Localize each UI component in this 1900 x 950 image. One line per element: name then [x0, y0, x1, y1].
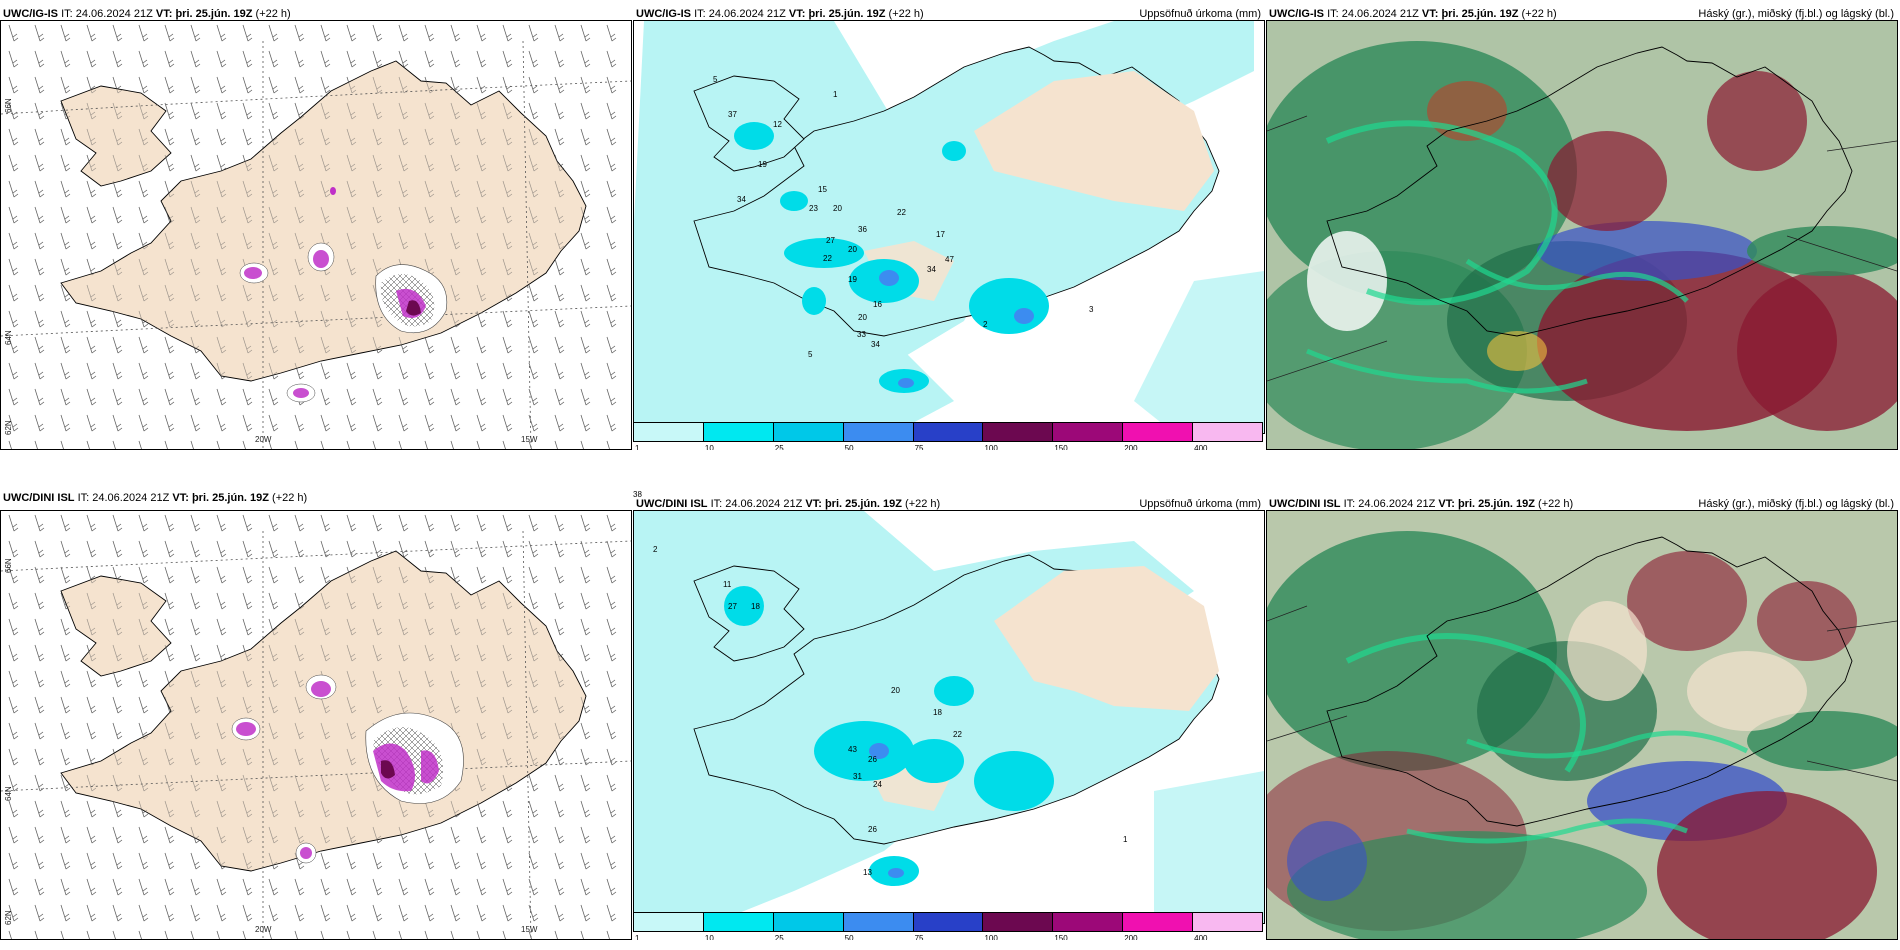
panel-title: UWC/DINI ISL IT: 24.06.2024 21Z VT: þri.…	[636, 498, 941, 510]
legend-bin: 100	[983, 913, 1054, 940]
precip-value: 37	[728, 110, 737, 119]
precip-value: 2	[983, 320, 988, 329]
legend-bin: 75	[913, 913, 984, 940]
lon-label-20: 20W	[255, 435, 272, 444]
precip-value: 36	[858, 225, 867, 234]
precip-value: 20	[891, 686, 900, 695]
precip-value: 12	[773, 120, 782, 129]
panel-title: UWC/DINI ISL IT: 24.06.2024 21Z VT: þri.…	[1269, 498, 1574, 510]
legend-bin: 25	[773, 423, 844, 450]
lat-label-64: 64N	[4, 786, 13, 801]
panel-clouds-igis: UWC/IG-IS IT: 24.06.2024 21Z VT: þri. 25…	[1266, 0, 1898, 450]
precip-value: 11	[723, 580, 732, 589]
precip-value: 23	[809, 204, 818, 213]
legend-bin: 150	[1053, 423, 1124, 450]
lat-label-62: 62N	[4, 910, 13, 925]
precip-value: 33	[857, 330, 866, 339]
panel-subtitle: Uppsöfnuð úrkoma (mm)	[1139, 8, 1261, 20]
precip-value: 20	[848, 245, 857, 254]
precip-value: 47	[945, 255, 954, 264]
legend-bin: 50	[843, 423, 914, 450]
legend-bin: 75	[913, 423, 984, 450]
map-precip[interactable]	[633, 510, 1265, 924]
lon-label-15: 15W	[521, 435, 538, 444]
precip-value: 18	[751, 602, 760, 611]
precip-value: 34	[737, 195, 746, 204]
precip-value: 19	[848, 275, 857, 284]
legend-bin: 100	[983, 423, 1054, 450]
precip-value: 24	[873, 780, 882, 789]
legend-bin: 1	[634, 913, 704, 940]
precip-value: 20	[858, 313, 867, 322]
panel-subtitle: Háský (gr.), miðský (fj.bl.) og lágský (…	[1698, 498, 1894, 510]
legend-bin: 50	[843, 913, 914, 940]
legend-bin: 10	[703, 423, 774, 450]
legend-bin: 400	[1193, 913, 1263, 940]
precip-value: 22	[823, 254, 832, 263]
legend-bin: 200	[1123, 913, 1194, 940]
legend-bin: 400	[1193, 423, 1263, 450]
map-clouds[interactable]	[1266, 20, 1898, 450]
precip-value: 13	[863, 868, 872, 877]
precip-value: 22	[897, 208, 906, 217]
panel-wind-dini: UWC/DINI ISL IT: 24.06.2024 21Z VT: þri.…	[0, 490, 632, 940]
precip-value: 18	[933, 708, 942, 717]
precip-value: 3	[1089, 305, 1094, 314]
precip-value: 5	[713, 75, 718, 84]
map-svg	[1, 21, 631, 449]
lat-label-66: 66N	[4, 98, 13, 113]
precip-value: 16	[873, 300, 882, 309]
precip-value: 26	[868, 755, 877, 764]
panel-title: UWC/DINI ISL IT: 24.06.2024 21Z VT: þri.…	[3, 492, 308, 504]
panel-wind-igis: UWC/IG-IS IT: 24.06.2024 21Z VT: þri. 25…	[0, 0, 632, 450]
map-svg	[634, 511, 1264, 923]
lon-label-15: 15W	[521, 925, 538, 934]
precip-value: 17	[936, 230, 945, 239]
precip-value: 27	[728, 602, 737, 611]
lon-label-20: 20W	[255, 925, 272, 934]
lat-label-66: 66N	[4, 558, 13, 573]
panel-title: UWC/IG-IS IT: 24.06.2024 21Z VT: þri. 25…	[1269, 8, 1557, 20]
precip-value: 1	[1123, 835, 1128, 844]
precip-value: 19	[758, 160, 767, 169]
precip-value: 31	[853, 772, 862, 781]
precip-value: 34	[871, 340, 880, 349]
precip-legend: 1 10 25 50 75 100 150 200 400	[633, 422, 1263, 450]
map-svg	[634, 21, 1264, 433]
precip-value: 27	[826, 236, 835, 245]
map-svg	[1, 511, 631, 939]
panel-title: UWC/IG-IS IT: 24.06.2024 21Z VT: þri. 25…	[636, 8, 924, 20]
panel-clouds-dini: UWC/DINI ISL IT: 24.06.2024 21Z VT: þri.…	[1266, 490, 1898, 940]
map-wind[interactable]: 66N 64N 62N 20W 15W	[0, 510, 632, 940]
precip-value: 22	[953, 730, 962, 739]
panel-subtitle: Uppsöfnuð úrkoma (mm)	[1139, 498, 1261, 510]
panel-precip-dini: UWC/DINI ISL IT: 24.06.2024 21Z VT: þri.…	[633, 490, 1265, 940]
map-svg	[1267, 21, 1897, 449]
precip-value: 5	[808, 350, 813, 359]
precip-value: 43	[848, 745, 857, 754]
panel-precip-igis: UWC/IG-IS IT: 24.06.2024 21Z VT: þri. 25…	[633, 0, 1265, 450]
map-wind[interactable]: 66N 64N 62N 20W 15W	[0, 20, 632, 450]
precip-value: 15	[818, 185, 827, 194]
panel-subtitle: Háský (gr.), miðský (fj.bl.) og lágský (…	[1698, 8, 1894, 20]
precip-value: 26	[868, 825, 877, 834]
map-clouds[interactable]	[1266, 510, 1898, 940]
legend-bin: 10	[703, 913, 774, 940]
precip-value: 20	[833, 204, 842, 213]
legend-bin: 150	[1053, 913, 1124, 940]
legend-bin: 1	[634, 423, 704, 450]
panel-title: UWC/IG-IS IT: 24.06.2024 21Z VT: þri. 25…	[3, 8, 291, 20]
legend-bin: 200	[1123, 423, 1194, 450]
precip-value: 38	[633, 490, 642, 499]
map-precip[interactable]	[633, 20, 1265, 434]
legend-bin: 25	[773, 913, 844, 940]
precip-value: 1	[833, 90, 838, 99]
map-svg	[1267, 511, 1897, 939]
precip-value: 34	[927, 265, 936, 274]
precip-value: 2	[653, 545, 658, 554]
lat-label-64: 64N	[4, 330, 13, 345]
precip-legend: 1 10 25 50 75 100 150 200 400	[633, 912, 1263, 940]
lat-label-62: 62N	[4, 420, 13, 435]
